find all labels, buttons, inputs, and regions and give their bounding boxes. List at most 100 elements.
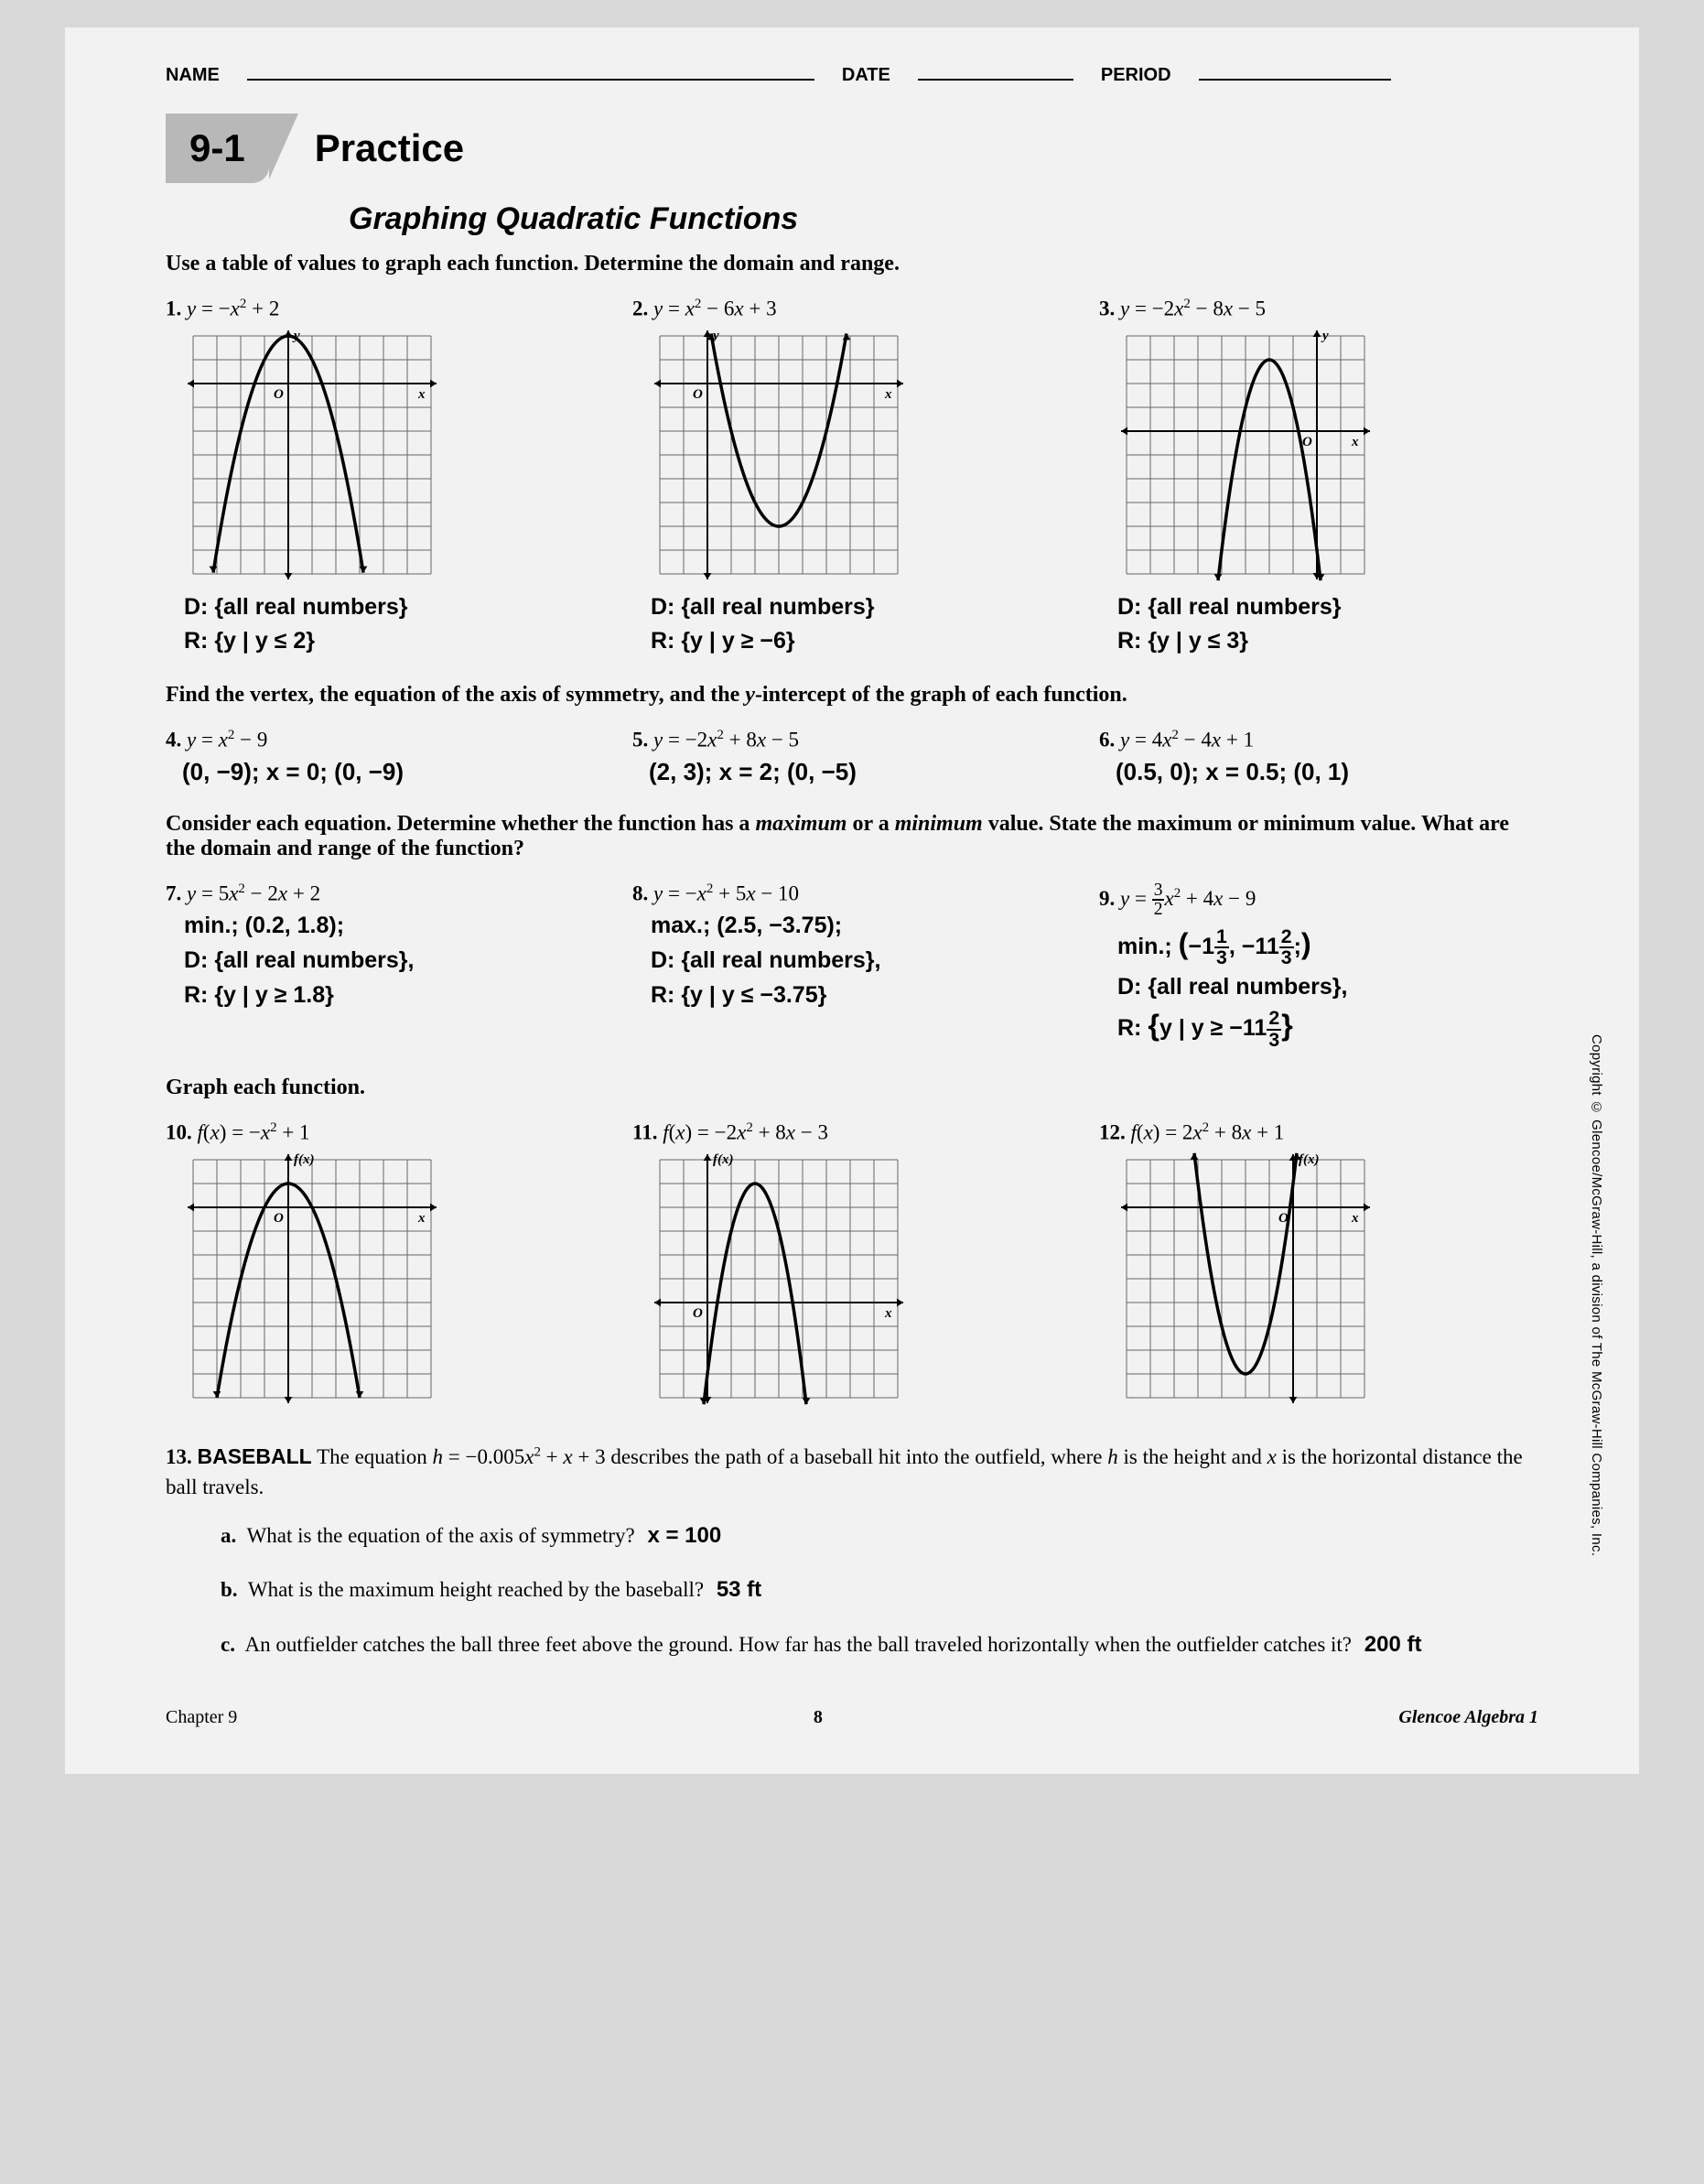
p13-b-q: What is the maximum height reached by th… [248, 1578, 704, 1601]
footer-right: Glencoe Algebra 1 [1398, 1707, 1538, 1728]
p9-num: 9. [1099, 887, 1115, 910]
problem-13: 13. BASEBALL The equation h = −0.005x2 +… [166, 1442, 1538, 1503]
svg-text:x: x [417, 387, 426, 402]
p4-num: 4. [166, 729, 181, 751]
lesson-bar: 9-1 Practice [166, 114, 1538, 183]
problems-row-2: 4. y = x2 − 9 (0, −9); x = 0; (0, −9) 5.… [166, 728, 1538, 786]
graph-10: f(x) x O [184, 1151, 605, 1407]
p8-l2: D: {all real numbers}, [651, 946, 1072, 977]
lesson-subtitle: Graphing Quadratic Functions [349, 201, 1538, 237]
svg-text:O: O [1302, 435, 1312, 449]
p7-l2: D: {all real numbers}, [184, 946, 605, 977]
period-label: PERIOD [1101, 65, 1171, 86]
problem-6: 6. y = 4x2 − 4x + 1 (0.5, 0); x = 0.5; (… [1099, 728, 1538, 786]
svg-text:O: O [693, 1306, 703, 1321]
p13-c: c. An outfielder catches the ball three … [221, 1627, 1538, 1661]
instruction-3: Consider each equation. Determine whethe… [166, 812, 1538, 861]
svg-text:x: x [884, 387, 892, 402]
p5-num: 5. [632, 729, 648, 751]
p6-answer: (0.5, 0); x = 0.5; (0, 1) [1116, 758, 1538, 786]
p13-b-ans: 53 ft [717, 1577, 761, 1602]
p2-num: 2. [632, 297, 648, 320]
problems-row-3: 7. y = 5x2 − 2x + 2 min.; (0.2, 1.8); D:… [166, 881, 1538, 1050]
svg-text:f(x): f(x) [294, 1152, 315, 1167]
p13-num: 13. [166, 1445, 192, 1468]
name-label: NAME [166, 65, 220, 86]
p7-l3: R: {y | y ≥ 1.8} [184, 980, 605, 1011]
footer-left: Chapter 9 [166, 1707, 237, 1728]
graph-12: f(x)xO [1117, 1151, 1538, 1407]
p13-a-ans: x = 100 [647, 1523, 721, 1548]
p12-num: 12. [1099, 1121, 1126, 1144]
p1-eq: y [187, 297, 196, 320]
problem-9: 9. y = 32x2 + 4x − 9 min.; (−113, −1123;… [1099, 881, 1538, 1050]
instruction-1: Use a table of values to graph each func… [166, 252, 1538, 276]
page-footer: Chapter 9 8 Glencoe Algebra 1 [166, 1707, 1538, 1728]
p3-range: R: {y | y ≤ 3} [1117, 626, 1538, 657]
period-blank[interactable] [1199, 64, 1391, 81]
p13-c-q: An outfielder catches the ball three fee… [244, 1633, 1352, 1656]
svg-text:x: x [884, 1306, 892, 1321]
svg-text:O: O [693, 387, 703, 402]
p8-l3: R: {y | y ≤ −3.75} [651, 980, 1072, 1011]
svg-text:O: O [274, 387, 284, 402]
p5-answer: (2, 3); x = 2; (0, −5) [649, 758, 1072, 786]
instruction-4: Graph each function. [166, 1076, 1538, 1100]
svg-text:x: x [417, 1211, 426, 1226]
p13-a: a. What is the equation of the axis of s… [221, 1519, 1538, 1552]
p8-l1: max.; (2.5, −3.75); [651, 911, 1072, 942]
p1-num: 1. [166, 297, 181, 320]
instruction-2: Find the vertex, the equation of the axi… [166, 683, 1538, 708]
name-blank[interactable] [247, 64, 814, 81]
p2-range: R: {y | y ≥ −6} [651, 626, 1072, 657]
svg-text:x: x [1351, 435, 1359, 449]
p4-answer: (0, −9); x = 0; (0, −9) [182, 758, 605, 786]
lesson-title: Practice [315, 126, 464, 170]
problem-2: 2. y = x2 − 6x + 3 yxO D: {all real numb… [632, 297, 1072, 657]
worksheet-page: NAME DATE PERIOD 9-1 Practice Graphing Q… [65, 27, 1639, 1774]
p7-l1: min.; (0.2, 1.8); [184, 911, 605, 942]
p1-range: R: {y | y ≤ 2} [184, 626, 605, 657]
svg-text:O: O [274, 1211, 284, 1226]
problem-12: 12. f(x) = 2x2 + 8x + 1 f(x)xO [1099, 1120, 1538, 1416]
problem-10: 10. f(x) = −x2 + 1 f(x)xO [166, 1120, 605, 1416]
p13-a-q: What is the equation of the axis of symm… [247, 1524, 635, 1547]
graph-11: f(x) x O [651, 1151, 1072, 1407]
problem-4: 4. y = x2 − 9 (0, −9); x = 0; (0, −9) [166, 728, 605, 786]
p9-l2: D: {all real numbers}, [1117, 972, 1538, 1003]
p10-num: 10. [166, 1121, 192, 1144]
svg-text:y: y [1321, 329, 1329, 343]
graph-2: yxO [651, 327, 1072, 583]
footer-center: 8 [814, 1707, 823, 1728]
svg-text:x: x [1351, 1211, 1359, 1226]
p13-c-ans: 200 ft [1364, 1632, 1422, 1657]
p1-domain: D: {all real numbers} [184, 592, 605, 623]
problem-7: 7. y = 5x2 − 2x + 2 min.; (0.2, 1.8); D:… [166, 881, 605, 1050]
problem-1: 1. y = −x2 + 2 yxO D: {all real numbers}… [166, 297, 605, 657]
p2-domain: D: {all real numbers} [651, 592, 1072, 623]
graph-3: y x O [1117, 327, 1538, 583]
date-blank[interactable] [918, 64, 1073, 81]
problems-row-4: 10. f(x) = −x2 + 1 f(x)xO 11. f(x) = −2x… [166, 1120, 1538, 1416]
lesson-number-badge: 9-1 [166, 114, 269, 183]
problem-5: 5. y = −2x2 + 8x − 5 (2, 3); x = 2; (0, … [632, 728, 1072, 786]
p13-topic: BASEBALL [198, 1444, 312, 1468]
p13-b: b. What is the maximum height reached by… [221, 1573, 1538, 1606]
p9-l1: min.; (−113, −1123;) [1117, 924, 1538, 968]
graph-1: yxO [184, 327, 605, 583]
p3-num: 3. [1099, 297, 1115, 320]
problem-3: 3. y = −2x2 − 8x − 5 yxO D: {all real nu… [1099, 297, 1538, 657]
p7-num: 7. [166, 881, 181, 904]
problems-row-1: 1. y = −x2 + 2 yxO D: {all real numbers}… [166, 297, 1538, 657]
problem-11: 11. f(x) = −2x2 + 8x − 3 f(x)xO [632, 1120, 1072, 1416]
p3-domain: D: {all real numbers} [1117, 592, 1538, 623]
svg-text:f(x): f(x) [1299, 1152, 1320, 1167]
problem-8: 8. y = −x2 + 5x − 10 max.; (2.5, −3.75);… [632, 881, 1072, 1050]
p8-num: 8. [632, 881, 648, 904]
p9-l3: R: {y | y ≥ −1123} [1117, 1006, 1538, 1050]
date-label: DATE [842, 65, 890, 86]
header-fields: NAME DATE PERIOD [166, 64, 1538, 86]
svg-text:f(x): f(x) [713, 1152, 734, 1167]
copyright-text: Copyright © Glencoe/McGraw-Hill, a divis… [1589, 1034, 1604, 1556]
p6-num: 6. [1099, 729, 1115, 751]
